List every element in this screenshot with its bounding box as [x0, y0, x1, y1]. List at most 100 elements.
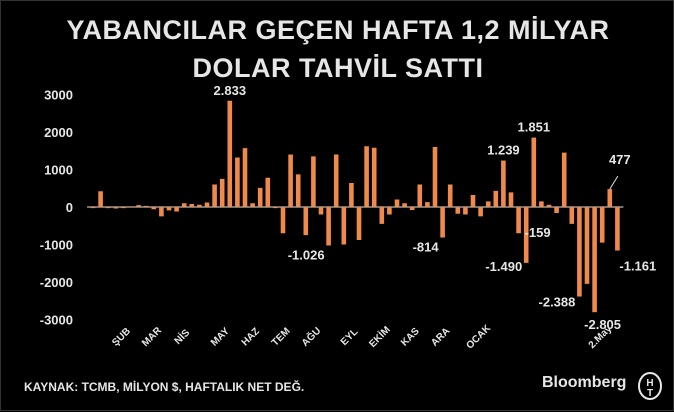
x-month-label: OCAK: [465, 322, 494, 351]
x-month-label: MAY: [209, 326, 232, 349]
bar: [371, 147, 377, 207]
x-month-label: TEM: [270, 326, 293, 349]
bar: [402, 203, 407, 207]
bar: [136, 205, 141, 207]
svg-text:T: T: [647, 388, 653, 399]
bar: [615, 207, 620, 251]
bar: [227, 100, 233, 207]
x-month-label: AĞU: [298, 324, 323, 349]
bar: [235, 157, 240, 207]
bar: [333, 154, 339, 207]
bar: [432, 147, 438, 207]
bar: [303, 207, 309, 236]
data-label: -2.805: [584, 317, 621, 332]
bar: [409, 207, 415, 210]
data-label: -159: [525, 225, 551, 240]
bar: [485, 201, 491, 207]
bar: [326, 207, 331, 246]
data-label: -1.161: [619, 259, 656, 274]
data-label: 1.239: [487, 143, 520, 158]
bar: [143, 205, 149, 207]
bar: [561, 152, 567, 207]
source-note: KAYNAK: TCMB, MİLYON $, HAFTALIK NET DEĞ…: [24, 380, 305, 394]
bar: [288, 154, 293, 207]
ht-logo-icon: H T: [638, 372, 662, 400]
bar: [523, 207, 529, 263]
annotation-leader-line: [609, 175, 619, 190]
x-month-label: EYL: [339, 326, 361, 348]
bar: [470, 195, 476, 207]
bar: [90, 207, 96, 209]
data-label: -1.490: [485, 259, 522, 274]
bar: [607, 189, 613, 207]
data-label: -814: [413, 240, 440, 255]
bar: [128, 206, 134, 208]
y-tick-label: -1000: [40, 238, 73, 253]
y-tick-label: 0: [66, 200, 73, 215]
svg-text:H: H: [646, 378, 653, 389]
bar: [546, 204, 552, 207]
bar: [295, 174, 301, 207]
bar: [280, 207, 286, 234]
bloomberg-logo-text: Bloomberg: [542, 374, 627, 391]
data-label: 1.851: [518, 120, 551, 135]
bar: [98, 191, 103, 207]
bar: [166, 207, 172, 211]
y-tick-label: -3000: [40, 313, 73, 328]
bar: [440, 207, 445, 238]
bar: [341, 207, 347, 245]
chart-title-line-1: YABANCILAR GEÇEN HAFTA 1,2 MİLYAR: [66, 15, 610, 45]
bar: [219, 178, 225, 207]
bar: [318, 207, 324, 215]
bar: [364, 146, 369, 207]
bar: [349, 183, 354, 207]
bar: [417, 184, 423, 207]
x-month-label: ARA: [429, 326, 452, 349]
bar: [599, 207, 605, 243]
y-tick-label: 1000: [44, 163, 73, 178]
bar: [311, 156, 316, 207]
bar: [174, 207, 179, 212]
bar: [159, 207, 164, 217]
data-label: 2.833: [214, 83, 247, 98]
bar: [151, 207, 157, 210]
bar: [577, 207, 582, 297]
bar: [592, 207, 597, 313]
bar: [531, 137, 537, 207]
y-tick-label: -2000: [40, 275, 73, 290]
bar: [204, 202, 210, 207]
y-tick-label: 3000: [44, 88, 73, 103]
y-tick-label: 2000: [44, 125, 73, 140]
bar: [379, 207, 385, 224]
data-label: -2.388: [539, 295, 576, 310]
bar: [501, 160, 506, 207]
bar: [463, 207, 468, 215]
data-label: -1.026: [288, 247, 325, 262]
x-month-label: MAR: [140, 325, 164, 349]
bar: [257, 187, 263, 207]
x-month-label: HAZ: [240, 326, 262, 348]
x-month-label: KAS: [399, 326, 422, 349]
data-label: 477: [609, 152, 631, 167]
bar: [250, 203, 255, 207]
bar: [197, 204, 202, 207]
bar: [425, 202, 430, 207]
bar: [569, 207, 575, 224]
bar: [105, 207, 111, 209]
bar: [189, 204, 195, 207]
bar: [356, 207, 362, 240]
bar: [113, 207, 119, 209]
bar: [242, 148, 248, 207]
bar: [181, 203, 187, 207]
chart-title-line-2: DOLAR TAHVİL SATTI: [192, 53, 484, 83]
x-month-label: EKİM: [366, 323, 393, 350]
bar: [508, 192, 514, 207]
bar: [493, 190, 499, 207]
bar: [478, 207, 483, 217]
bar: [554, 207, 559, 213]
bar: [394, 199, 400, 207]
bar: [121, 207, 126, 209]
bar: [516, 207, 521, 234]
